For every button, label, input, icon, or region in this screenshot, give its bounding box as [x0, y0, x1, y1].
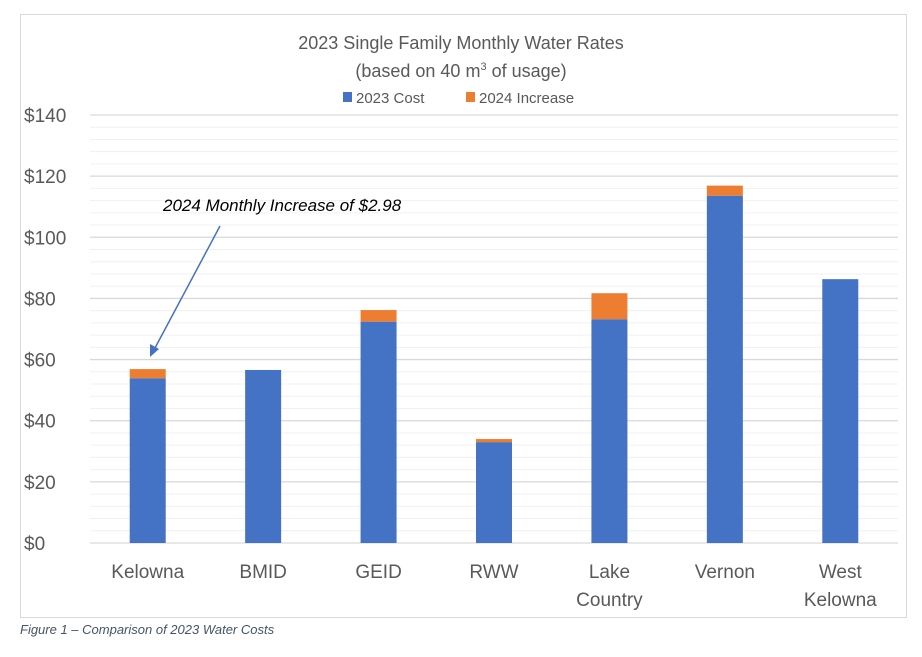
y-tick-label: $140: [24, 106, 66, 127]
y-tick-label: $80: [24, 289, 56, 310]
bar-2023-cost: [591, 319, 628, 543]
x-tick-label: Kelowna: [111, 562, 184, 583]
bar-2024-increase: [129, 369, 166, 379]
y-tick-label: $0: [24, 534, 45, 555]
y-tick-label: $20: [24, 473, 56, 494]
chart-title: 2023 Single Family Monthly Water Rates: [298, 33, 623, 53]
arrow-head-icon: [150, 344, 159, 357]
x-tick-label: RWW: [469, 562, 518, 583]
bar-2024-increase: [706, 185, 743, 196]
y-tick-label: $100: [24, 228, 66, 249]
x-tick-label: BMID: [239, 562, 287, 583]
bar-2023-cost: [476, 442, 512, 543]
y-tick-label: $60: [24, 351, 56, 372]
bar-2024-increase: [476, 439, 512, 443]
chart-frame: [20, 14, 907, 618]
legend-label: 2023 Cost: [356, 90, 425, 107]
figure-caption: Figure 1 – Comparison of 2023 Water Cost…: [20, 622, 275, 637]
x-tick-label: West: [819, 562, 863, 583]
bar-2024-increase: [591, 293, 628, 320]
annotation-text: 2024 Monthly Increase of $2.98: [162, 196, 402, 215]
bar-2023-cost: [129, 378, 166, 543]
x-tick-label: Kelowna: [804, 590, 877, 611]
x-tick-label: Country: [576, 590, 643, 611]
x-tick-label: Lake: [589, 562, 630, 583]
x-tick-label: GEID: [355, 562, 401, 583]
bar-2023-cost: [706, 195, 743, 544]
y-tick-label: $120: [24, 167, 66, 188]
bar-2023-cost: [245, 369, 282, 543]
legend-swatch: [343, 92, 352, 102]
chart-subtitle: (based on 40 m3 of usage): [355, 61, 566, 81]
y-tick-label: $40: [24, 412, 56, 433]
bar-2024-increase: [360, 310, 397, 322]
bar-2023-cost: [822, 279, 859, 543]
annotation-arrow: [154, 225, 221, 349]
x-tick-label: Vernon: [695, 562, 755, 583]
legend-label: 2024 Increase: [479, 90, 574, 107]
legend-swatch: [466, 92, 475, 102]
bar-2023-cost: [360, 321, 397, 543]
